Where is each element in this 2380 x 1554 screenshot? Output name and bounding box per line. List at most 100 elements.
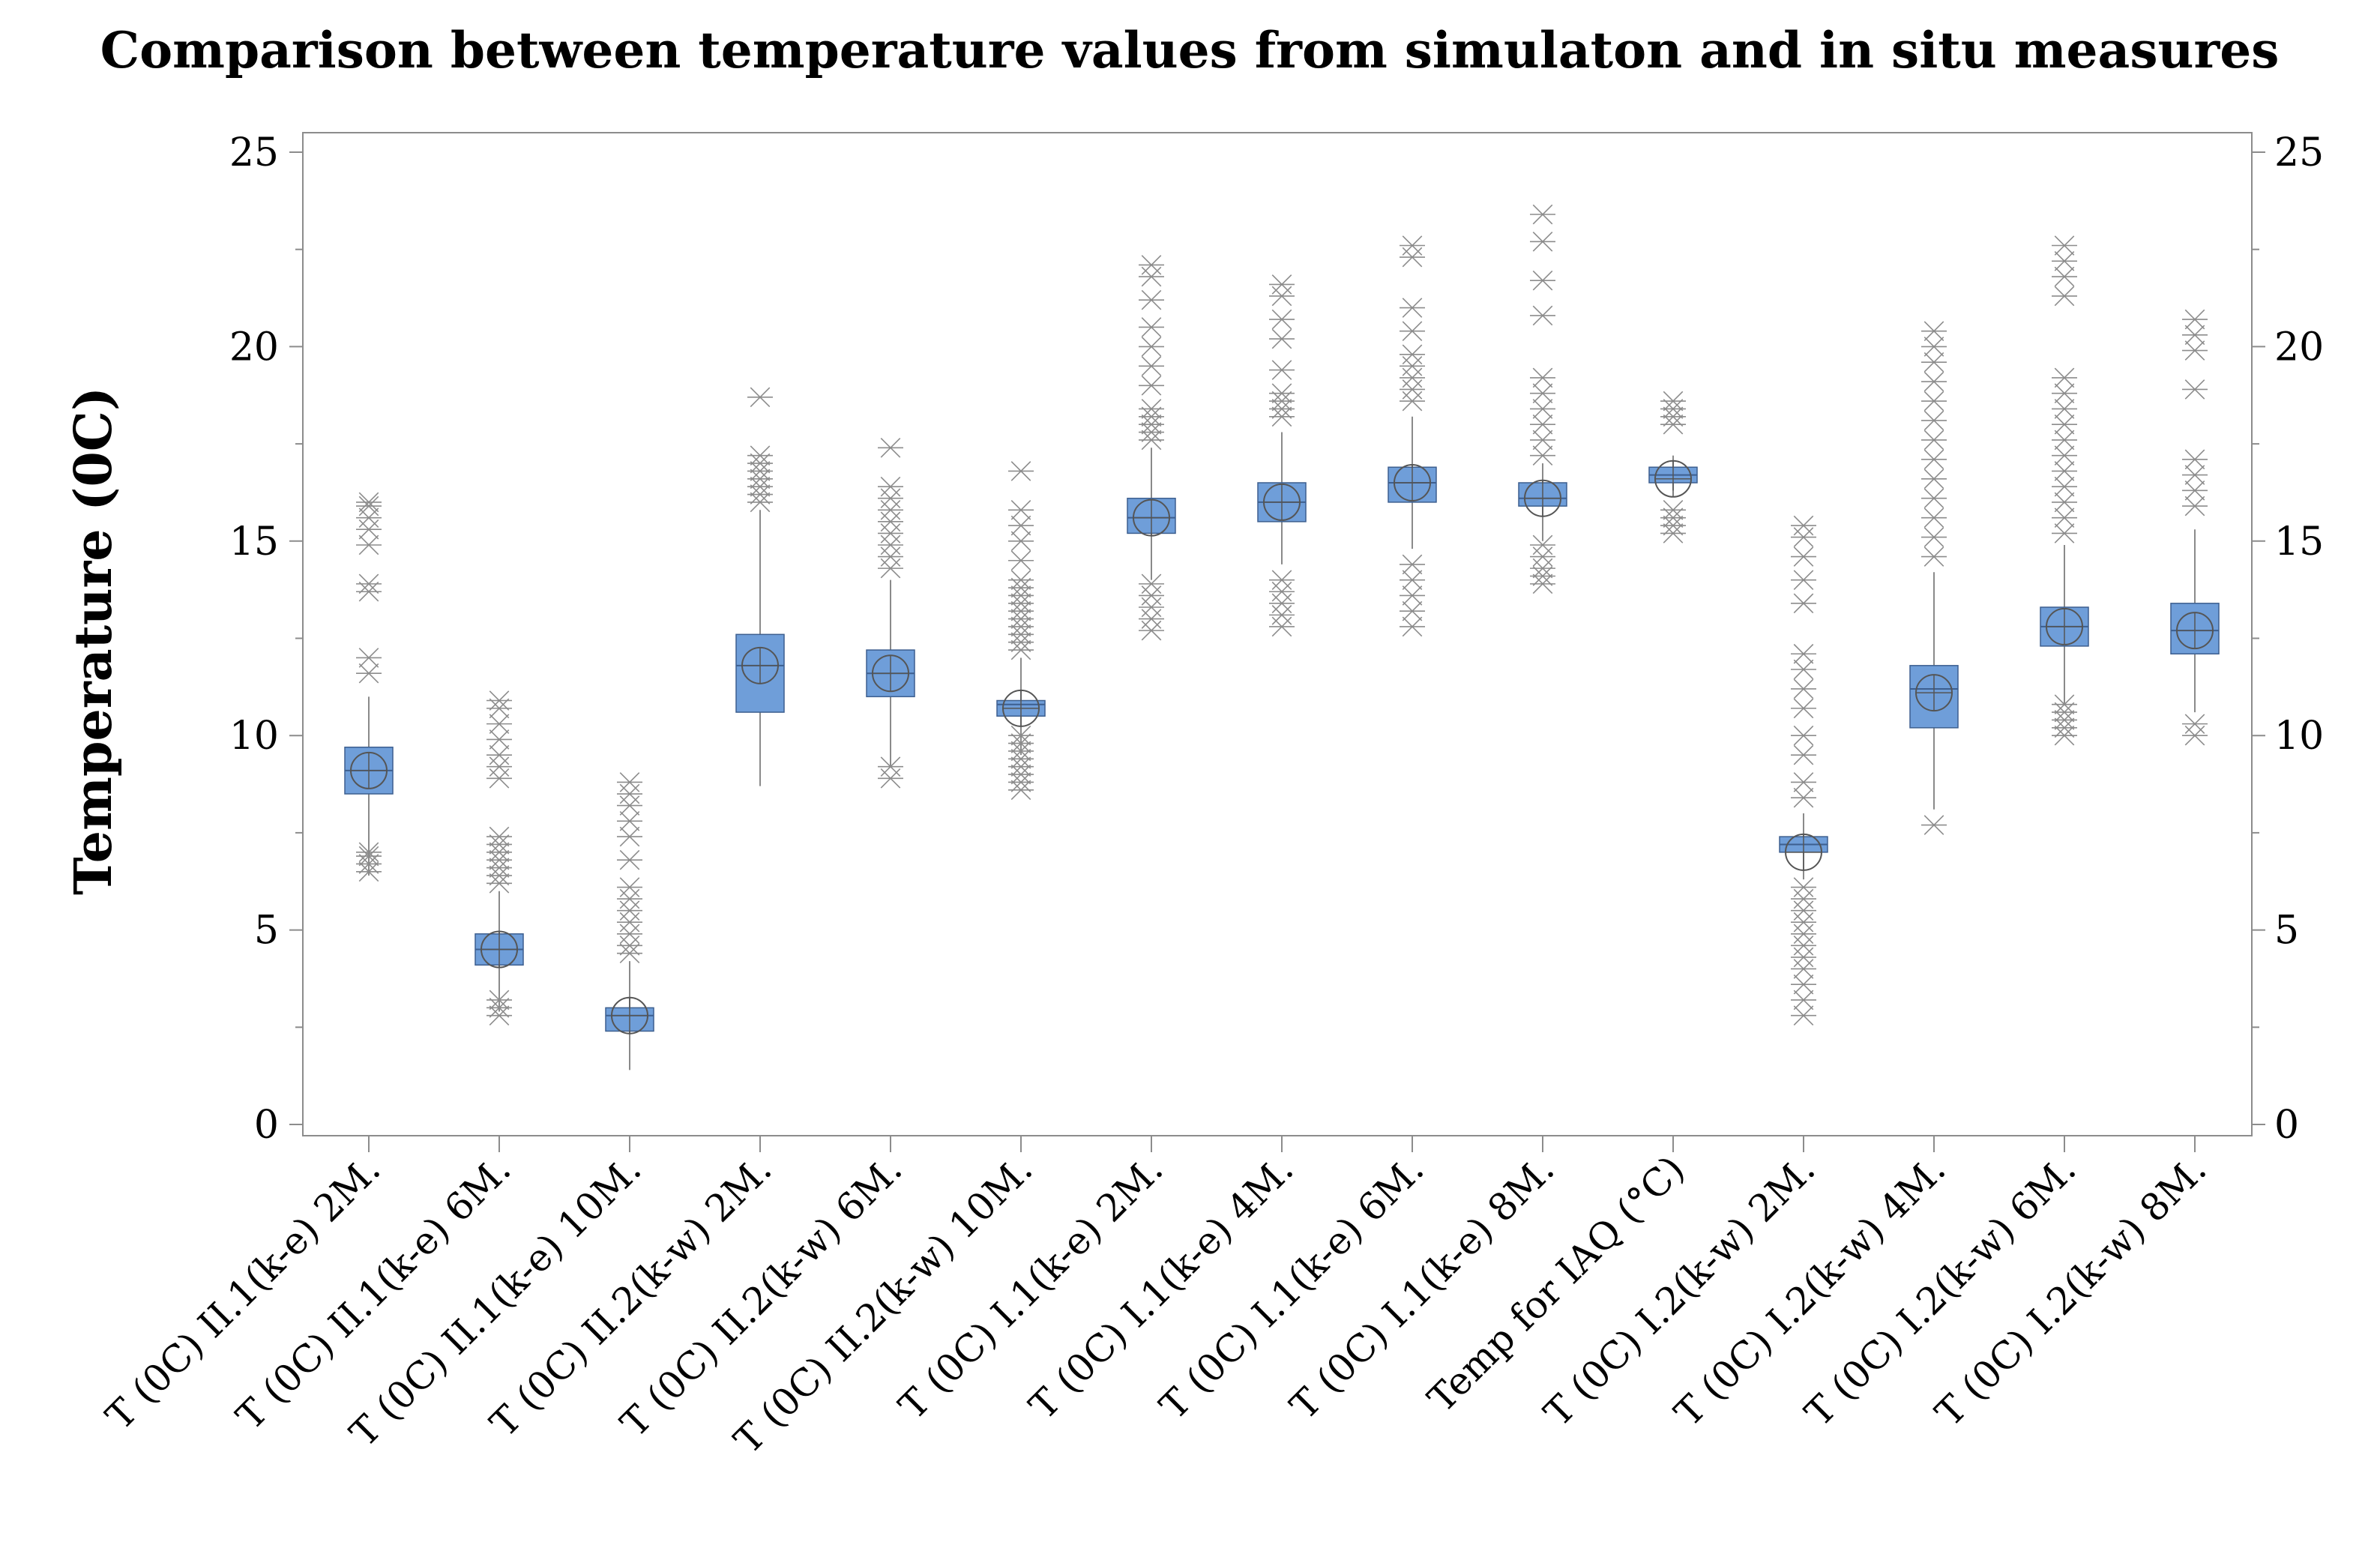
outlier-point (2052, 508, 2077, 528)
outlier-point (1530, 546, 1555, 567)
outlier-stroke (1923, 371, 1944, 392)
outlier-point (1660, 499, 1686, 520)
outlier-stroke (1271, 383, 1292, 403)
outlier-point (1791, 698, 1816, 719)
outlier-stroke (358, 842, 379, 863)
outlier-stroke (358, 663, 379, 684)
outlier-stroke (880, 534, 901, 555)
outlier-stroke (1402, 379, 1423, 400)
outlier-point (1139, 609, 1164, 629)
outlier-point (617, 888, 642, 909)
outlier-stroke (1271, 360, 1292, 380)
outlier-stroke (1141, 337, 1162, 357)
outlier-stroke (2054, 702, 2075, 723)
outlier-stroke (1010, 609, 1031, 629)
outlier-point (1791, 772, 1816, 792)
outlier-stroke (2054, 725, 2075, 746)
outlier-stroke (1010, 461, 1031, 481)
outlier-point (617, 912, 642, 933)
outlier-point (1139, 597, 1164, 618)
outlier-stroke (1010, 577, 1031, 598)
outlier-point (1530, 232, 1555, 252)
outlier-stroke (2054, 445, 2075, 466)
outlier-point (2052, 399, 2077, 419)
outlier-point (1791, 546, 1816, 567)
outlier-stroke (880, 511, 901, 532)
outlier-point (617, 936, 642, 956)
outlier-point (1269, 605, 1295, 625)
outlier-stroke (2054, 399, 2075, 419)
outlier-stroke (1402, 367, 1423, 388)
outlier-point (356, 573, 382, 594)
outlier-point (1400, 391, 1425, 412)
outlier-stroke (1793, 990, 1814, 1011)
outlier-stroke (358, 648, 379, 668)
y-tick-label-right-0: 0 (2274, 1103, 2299, 1148)
outlier-point (1008, 531, 1034, 552)
outlier-point (1269, 383, 1295, 403)
box-group-14 (2040, 235, 2089, 746)
box-group-1 (344, 492, 394, 882)
outlier-point (1921, 488, 1947, 509)
outlier-point (1791, 744, 1816, 765)
outlier-point (617, 783, 642, 804)
outlier-stroke (619, 772, 640, 792)
outlier-stroke (2184, 725, 2205, 746)
outlier-point (1530, 445, 1555, 466)
outlier-stroke (1923, 488, 1944, 509)
outlier-stroke (1532, 367, 1553, 388)
outlier-stroke (2054, 717, 2075, 738)
outlier-point (2052, 430, 2077, 451)
outlier-stroke (2054, 523, 2075, 543)
outlier-point (1921, 321, 1947, 341)
outlier-point (1008, 499, 1034, 520)
outlier-point (1139, 399, 1164, 419)
box-group-11 (1648, 391, 1698, 543)
y-tick-label-left-0: 0 (254, 1103, 279, 1148)
outlier-point (1921, 337, 1947, 357)
outlier-stroke (1532, 445, 1553, 466)
outlier-stroke (1010, 515, 1031, 536)
outlier-point (1008, 461, 1034, 481)
outlier-stroke (1793, 974, 1814, 995)
outlier-stroke (489, 826, 510, 847)
outlier-stroke (1010, 756, 1031, 777)
outlier-stroke (1010, 733, 1031, 753)
outlier-stroke (1532, 399, 1553, 419)
outlier-stroke (880, 523, 901, 543)
outlier-point (1921, 546, 1947, 567)
outlier-stroke (1271, 570, 1292, 590)
outlier-point (1921, 527, 1947, 547)
outlier-point (878, 558, 903, 579)
y-axis-left: 0 5 10 15 20 25 (229, 130, 303, 1148)
outlier-stroke (1663, 515, 1684, 536)
outlier-point (1791, 936, 1816, 956)
outlier-point (1269, 309, 1295, 330)
outlier-point (1400, 235, 1425, 256)
outlier-stroke (1010, 593, 1031, 614)
outlier-stroke (489, 1005, 510, 1026)
outlier-stroke (750, 469, 771, 490)
outlier-stroke (489, 714, 510, 734)
outlier-point (1921, 352, 1947, 373)
outlier-stroke (880, 499, 901, 520)
outlier-point (2182, 725, 2208, 746)
outlier-stroke (489, 744, 510, 765)
outlier-stroke (489, 873, 510, 894)
outlier-point (486, 744, 512, 765)
outlier-stroke (1141, 399, 1162, 419)
outlier-point (1008, 515, 1034, 536)
outlier-point (1400, 570, 1425, 590)
outlier-stroke (1793, 900, 1814, 921)
y-tick-label-right-15: 15 (2274, 519, 2324, 564)
outlier-stroke (489, 756, 510, 777)
outlier-stroke (1010, 624, 1031, 645)
outlier-point (2182, 496, 2208, 517)
outlier-stroke (1793, 570, 1814, 590)
box-group-5 (866, 437, 915, 789)
outlier-stroke (1010, 550, 1031, 571)
outlier-point (2052, 266, 2077, 287)
outlier-stroke (2054, 461, 2075, 481)
outlier-stroke (1923, 410, 1944, 431)
outlier-point (1400, 298, 1425, 318)
